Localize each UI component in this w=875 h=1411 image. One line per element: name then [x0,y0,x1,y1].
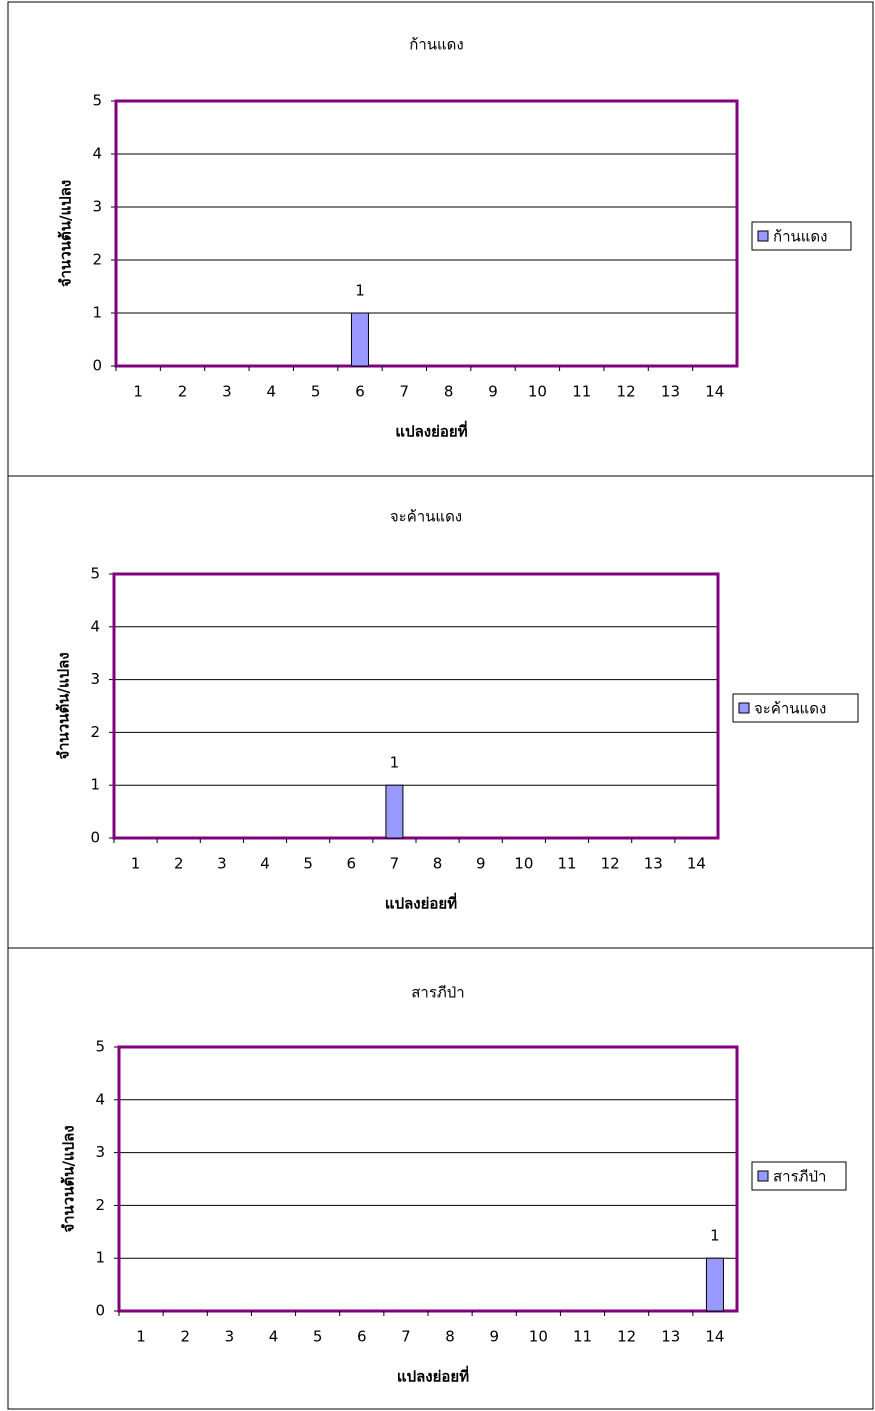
plot-border [119,1047,737,1311]
panel [8,2,873,476]
x-tick-label: 11 [557,855,576,873]
x-tick-label: 10 [529,1328,548,1346]
legend-swatch [758,1171,768,1181]
x-tick-label: 6 [357,1328,367,1346]
y-tick-label: 4 [92,145,102,163]
x-tick-label: 14 [705,383,724,401]
chart-title: ก้านแดง [409,36,464,54]
y-tick-label: 0 [92,357,102,375]
bar [351,313,368,366]
x-tick-label: 12 [617,383,636,401]
y-tick-label: 5 [92,92,102,110]
y-tick-label: 2 [90,723,100,741]
bar [386,785,403,838]
chart-title: จะค้านแดง [390,508,462,526]
x-tick-label: 1 [131,855,141,873]
legend-label: ก้านแดง [773,228,828,246]
x-tick-label: 4 [266,383,276,401]
data-label: 1 [390,754,400,772]
x-tick-label: 8 [433,855,443,873]
x-tick-label: 3 [222,383,232,401]
y-tick-label: 5 [95,1038,105,1056]
y-tick-label: 3 [90,670,100,688]
y-tick-label: 0 [95,1302,105,1320]
y-tick-label: 1 [92,304,102,322]
x-tick-label: 2 [174,855,184,873]
x-axis-label: แปลงย่อยที่ [395,421,467,441]
y-tick-label: 2 [95,1196,105,1214]
data-label: 1 [355,282,365,300]
y-tick-label: 3 [95,1143,105,1161]
x-tick-label: 4 [269,1328,279,1346]
legend-swatch [739,703,749,713]
x-tick-label: 5 [303,855,313,873]
legend-swatch [758,231,768,241]
x-tick-label: 7 [390,855,400,873]
plot-border [116,101,737,366]
x-tick-label: 3 [225,1328,235,1346]
x-tick-label: 9 [488,383,498,401]
x-tick-label: 3 [217,855,227,873]
x-tick-label: 4 [260,855,270,873]
x-tick-label: 14 [687,855,706,873]
y-tick-label: 5 [90,565,100,583]
x-tick-label: 11 [573,1328,592,1346]
y-tick-label: 2 [92,251,102,269]
y-tick-label: 1 [90,776,100,794]
x-tick-label: 13 [661,1328,680,1346]
x-tick-label: 12 [617,1328,636,1346]
x-tick-label: 7 [400,383,410,401]
x-tick-label: 10 [528,383,547,401]
page: ก้านแดง01234512345678910111213141ก้านแดง… [0,0,875,1411]
y-tick-label: 4 [90,617,100,635]
x-tick-label: 6 [355,383,365,401]
x-tick-label: 1 [136,1328,146,1346]
x-tick-label: 13 [644,855,663,873]
x-tick-label: 5 [313,1328,323,1346]
x-tick-label: 6 [347,855,357,873]
legend-label: จะค้านแดง [754,700,826,718]
y-axis-label: จำนวนต้น/แปลง [60,1125,78,1232]
x-tick-label: 9 [489,1328,499,1346]
x-tick-label: 5 [311,383,321,401]
y-axis-label: จำนวนต้น/แปลง [57,180,75,287]
x-tick-label: 7 [401,1328,411,1346]
y-tick-label: 4 [95,1090,105,1108]
bar [706,1258,723,1311]
x-tick-label: 8 [444,383,454,401]
x-tick-label: 10 [514,855,533,873]
data-label: 1 [710,1227,720,1245]
x-tick-label: 2 [180,1328,190,1346]
plot-border [114,574,718,838]
y-axis-label: จำนวนต้น/แปลง [55,652,73,759]
x-tick-label: 11 [572,383,591,401]
x-axis-label: แปลงย่อยที่ [385,893,457,913]
x-tick-label: 8 [445,1328,455,1346]
y-tick-label: 1 [95,1249,105,1267]
x-tick-label: 1 [133,383,143,401]
y-tick-label: 0 [90,829,100,847]
legend-label: สารภีป่า [773,1168,826,1186]
x-tick-label: 13 [661,383,680,401]
y-tick-label: 3 [92,198,102,216]
x-axis-label: แปลงย่อยที่ [397,1366,469,1386]
x-tick-label: 14 [705,1328,724,1346]
x-tick-label: 2 [178,383,188,401]
x-tick-label: 12 [601,855,620,873]
chart-title: สารภีป่า [411,984,464,1002]
x-tick-label: 9 [476,855,486,873]
